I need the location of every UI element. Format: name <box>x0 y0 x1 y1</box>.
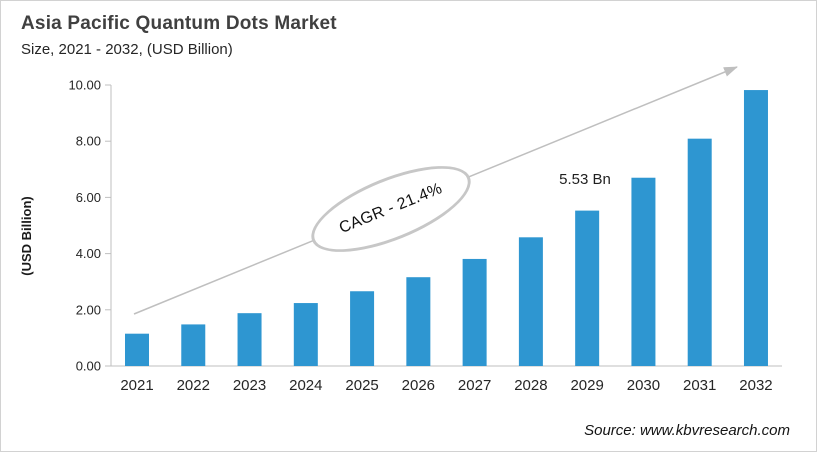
y-tick-label: 2.00 <box>76 302 101 317</box>
y-tick-label: 4.00 <box>76 246 101 261</box>
chart-subtitle: Size, 2021 - 2032, (USD Billion) <box>21 41 233 58</box>
x-axis-label-2026: 2026 <box>402 377 435 394</box>
x-axis-label-2024: 2024 <box>289 377 322 394</box>
x-axis-label-2023: 2023 <box>233 377 266 394</box>
bar-2031 <box>687 138 712 366</box>
bar-2024 <box>293 303 318 366</box>
y-tick-label: 0.00 <box>76 359 101 374</box>
y-tick-label: 8.00 <box>76 134 101 149</box>
bar-2026 <box>406 277 431 366</box>
data-point-label-2029: 5.53 Bn <box>559 171 611 188</box>
bar-2029 <box>575 210 600 366</box>
x-axis-label-2032: 2032 <box>739 377 772 394</box>
chart-title: Asia Pacific Quantum Dots Market <box>21 13 337 34</box>
x-axis-label-2029: 2029 <box>570 377 603 394</box>
x-axis-label-2021: 2021 <box>120 377 153 394</box>
bar-2021 <box>125 333 149 366</box>
y-tick-label: 6.00 <box>76 190 101 205</box>
x-axis-label-2022: 2022 <box>177 377 210 394</box>
x-axis-label-2028: 2028 <box>514 377 547 394</box>
bar-2032 <box>743 90 768 367</box>
bar-2027 <box>462 258 487 366</box>
bar-2028 <box>518 237 543 366</box>
x-axis-label-2030: 2030 <box>627 377 660 394</box>
x-axis-label-2031: 2031 <box>683 377 716 394</box>
bar-2025 <box>350 291 375 366</box>
y-tick-label: 10.00 <box>68 78 101 93</box>
x-axis-label-2025: 2025 <box>345 377 378 394</box>
x-axis-label-2027: 2027 <box>458 377 491 394</box>
source-attribution: Source: www.kbvresearch.com <box>584 422 790 439</box>
bar-2023 <box>237 313 262 366</box>
bar-2022 <box>181 324 206 366</box>
bar-2030 <box>631 177 656 366</box>
